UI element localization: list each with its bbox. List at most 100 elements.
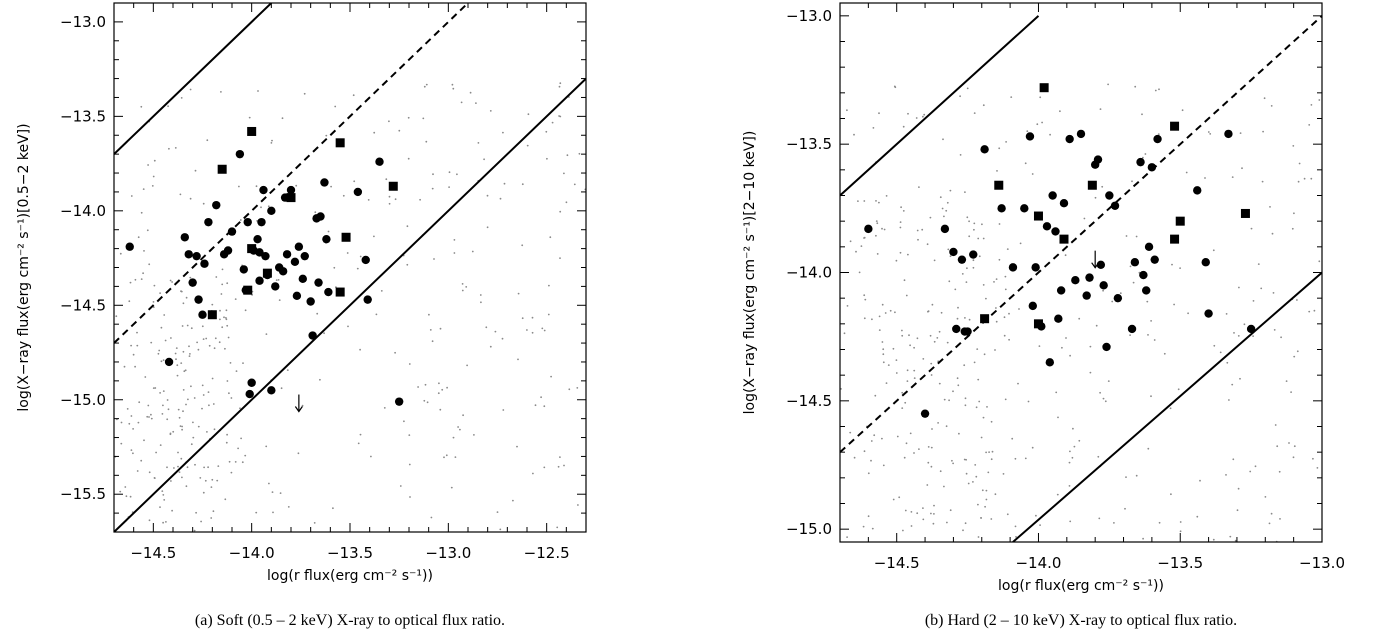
x-tick-label: −13.0	[425, 544, 471, 562]
background-point	[549, 236, 552, 239]
background-point	[431, 187, 434, 190]
background-point	[982, 104, 985, 107]
background-point	[166, 418, 169, 421]
background-point	[140, 211, 143, 214]
y-tick-label: −13.0	[60, 13, 106, 31]
background-point	[901, 334, 904, 337]
background-point	[235, 370, 238, 372]
background-point	[1111, 300, 1114, 303]
background-point	[287, 506, 290, 508]
background-point	[904, 401, 907, 404]
background-point	[202, 394, 205, 396]
background-point	[1041, 121, 1043, 124]
background-point	[1005, 141, 1007, 143]
data-point-circle	[1028, 301, 1038, 311]
background-point	[217, 465, 220, 467]
background-point	[945, 425, 948, 428]
background-point	[534, 404, 537, 407]
background-point	[910, 525, 913, 527]
background-point	[268, 482, 270, 485]
background-point	[1004, 398, 1007, 401]
background-point	[499, 528, 502, 531]
background-point	[1095, 324, 1098, 327]
background-point	[422, 117, 425, 120]
background-point	[163, 314, 166, 316]
background-point	[1141, 113, 1143, 116]
background-point	[226, 324, 229, 327]
background-point	[501, 337, 504, 340]
data-point-circle	[1147, 163, 1157, 172]
background-point	[966, 87, 969, 90]
background-point	[862, 525, 865, 528]
background-point	[922, 507, 924, 509]
background-point	[1209, 133, 1212, 135]
background-point	[228, 392, 230, 395]
background-point	[170, 480, 172, 482]
background-point	[186, 324, 189, 327]
figure-caption: (a) Soft (0.5 – 2 keV) X-ray to optical …	[195, 612, 505, 629]
background-point	[895, 372, 898, 374]
background-point	[1144, 153, 1147, 155]
background-point	[909, 344, 911, 347]
background-point	[1296, 299, 1298, 301]
background-point	[1292, 145, 1295, 147]
background-point	[182, 410, 184, 413]
background-point	[882, 361, 885, 364]
data-point-circle	[125, 242, 134, 251]
background-point	[176, 364, 179, 367]
background-point	[892, 347, 895, 350]
data-point-circle	[1020, 204, 1029, 213]
background-point	[908, 334, 910, 337]
background-point	[137, 421, 140, 424]
background-point	[502, 131, 504, 134]
background-point	[346, 252, 349, 254]
background-point	[169, 432, 172, 435]
background-point	[453, 239, 456, 241]
data-point-circle	[1054, 314, 1063, 323]
x-tick-label: −14.0	[1015, 554, 1061, 572]
background-point	[1069, 354, 1071, 357]
background-point	[875, 234, 877, 237]
background-point	[956, 317, 959, 320]
background-point	[1297, 180, 1300, 183]
background-point	[578, 152, 581, 155]
arrow-head	[1091, 262, 1100, 269]
data-point-circle	[259, 185, 268, 195]
background-point	[136, 331, 138, 334]
data-point-circle	[1193, 186, 1202, 195]
background-point	[1107, 83, 1109, 86]
background-point	[846, 305, 849, 307]
background-point	[973, 361, 976, 364]
data-point-circle	[235, 149, 245, 159]
background-point	[176, 374, 179, 377]
background-point	[1069, 520, 1072, 523]
background-point	[130, 449, 133, 451]
background-point	[230, 397, 233, 399]
background-point	[240, 437, 243, 440]
background-point	[181, 325, 184, 327]
data-point-circle	[1105, 191, 1114, 200]
background-point	[194, 463, 196, 466]
background-point	[1153, 339, 1156, 341]
background-point	[221, 268, 224, 271]
background-point	[956, 377, 959, 380]
data-point-circle	[204, 217, 213, 227]
background-point	[1078, 439, 1081, 442]
background-point	[373, 235, 375, 238]
background-point	[211, 478, 214, 481]
background-point	[201, 325, 204, 328]
x-tick-label: −13.0	[1299, 554, 1345, 572]
background-sources	[840, 83, 1321, 542]
background-point	[174, 352, 177, 355]
background-point	[207, 466, 210, 469]
background-point	[1169, 407, 1172, 410]
series-circle	[125, 149, 404, 406]
background-point	[136, 470, 139, 472]
background-point	[126, 408, 129, 410]
background-point	[881, 437, 883, 440]
background-point	[190, 443, 193, 446]
data-point-circle	[361, 255, 370, 265]
background-point	[1157, 133, 1160, 136]
background-point	[846, 536, 848, 538]
data-point-circle	[314, 278, 323, 287]
